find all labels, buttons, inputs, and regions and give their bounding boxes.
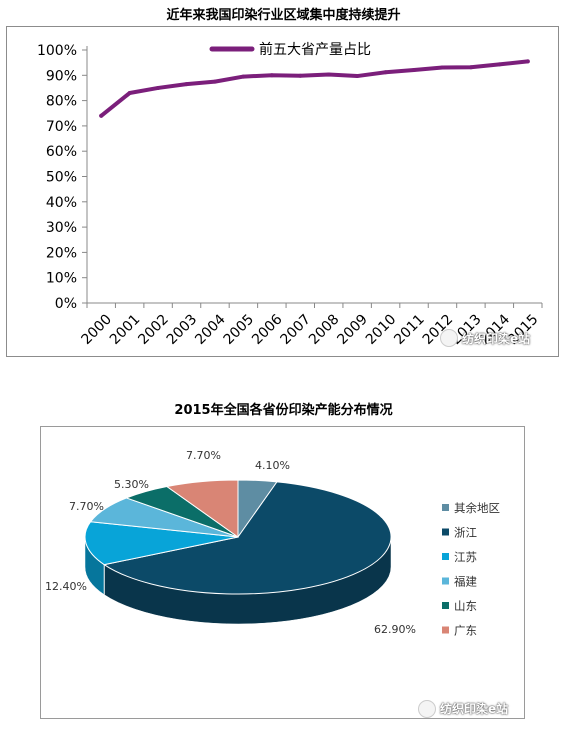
watermark-text: 纺织印染e站 (440, 702, 509, 716)
legend-label: 前五大省产量占比 (259, 41, 371, 58)
data-point (269, 73, 274, 78)
pie-data-label: 7.70% (69, 500, 104, 513)
watermark-text: 纺织印染e站 (462, 332, 531, 346)
y-tick-label: 20% (46, 245, 77, 261)
pie-legend-label: 浙江 (454, 526, 477, 540)
data-point (184, 82, 189, 87)
data-point (412, 67, 417, 72)
data-point (241, 74, 246, 79)
watermark-logo-icon (440, 329, 458, 347)
x-tick-label: 2008 (306, 311, 343, 348)
pie-data-label: 7.70% (186, 449, 221, 462)
x-tick-label: 2005 (221, 311, 258, 348)
pie-slice (165, 479, 239, 538)
x-tick-label: 2000 (78, 311, 115, 348)
x-tick-label: 2007 (278, 311, 315, 348)
pie-data-label: 12.40% (45, 580, 87, 593)
y-tick-label: 30% (46, 220, 77, 236)
pie-chart-panel: 4.10% 62.90% 12.40% 7.70% 5.30% 7.70% 其余地区浙江江苏… (40, 426, 525, 719)
data-point (468, 65, 473, 70)
pie-legend-label: 福建 (454, 575, 477, 589)
pie-legend-swatch (442, 528, 449, 536)
y-tick-label: 80% (46, 94, 77, 110)
pie-legend-label: 广东 (454, 624, 477, 638)
y-tick-label: 10% (46, 271, 77, 287)
pie-data-label: 4.10% (255, 459, 290, 472)
pie-slice (84, 521, 239, 566)
data-point (355, 74, 360, 79)
watermark-logo-icon (418, 700, 436, 718)
line-chart: 0%10%20%30%40%50%60%70%80%90%100%2000200… (37, 41, 543, 348)
x-tick-label: 2011 (391, 311, 428, 348)
x-tick-label: 2002 (135, 311, 172, 348)
data-point (525, 59, 530, 64)
data-point (326, 72, 331, 77)
pie-legend-label: 其余地区 (454, 501, 500, 515)
data-point (497, 62, 502, 67)
x-tick-label: 2010 (363, 311, 400, 348)
x-tick-label: 2006 (249, 311, 286, 348)
data-point (212, 79, 217, 84)
x-tick-label: 2009 (334, 311, 371, 348)
data-point (298, 73, 303, 78)
y-tick-label: 90% (46, 68, 77, 84)
x-tick-label: 2004 (192, 311, 229, 348)
line-chart-title: 近年来我国印染行业区域集中度持续提升 (166, 8, 401, 23)
pie-chart-title: 2015年全国各省份印染产能分布情况 (174, 403, 393, 418)
y-tick-label: 100% (37, 43, 77, 59)
pie-legend-swatch (442, 577, 449, 585)
pie-legend-swatch (442, 504, 449, 511)
pie-data-label: 62.90% (374, 623, 416, 636)
pie-legend-swatch (442, 626, 449, 634)
y-tick-label: 60% (46, 144, 77, 160)
x-tick-label: 2003 (164, 311, 201, 348)
pie-legend-swatch (442, 602, 449, 609)
series-line (99, 59, 530, 118)
data-point (99, 113, 104, 118)
pie-legend-label: 山东 (454, 599, 477, 613)
pie-legend-label: 江苏 (454, 550, 477, 564)
line-chart-panel: 0% 10% 20% 30% 40% 50% 60% 70% 80% 90% 100% 2000 200… (6, 26, 559, 357)
pie-data-label: 5.30% (114, 478, 149, 491)
pie-chart: 4.10% 62.90% 12.40% 7.70% 5.30% 7.70% 其余地区浙江江苏… (45, 449, 500, 638)
y-tick-label: 0% (55, 296, 77, 312)
x-tick-label: 2001 (107, 311, 144, 348)
y-tick-label: 70% (46, 119, 77, 135)
data-point (383, 70, 388, 75)
y-tick-label: 40% (46, 195, 77, 211)
y-tick-label: 50% (46, 170, 77, 186)
pie-legend-swatch (442, 553, 449, 560)
data-point (156, 85, 161, 90)
data-point (127, 91, 132, 96)
data-point (440, 65, 445, 70)
pie-slice (102, 481, 392, 595)
